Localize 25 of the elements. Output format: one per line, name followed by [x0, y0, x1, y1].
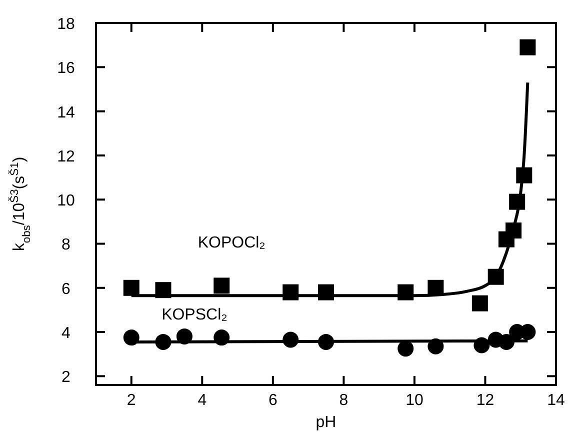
point	[123, 330, 140, 346]
x-tick-label: 6	[268, 392, 278, 409]
x-tick-label: 10	[406, 392, 424, 409]
y-tick-label: 18	[57, 16, 75, 33]
series-label: KOPSCl₂	[162, 306, 228, 324]
point	[214, 278, 230, 294]
y-tick-label: 2	[62, 369, 71, 386]
x-tick-label: 2	[126, 392, 136, 409]
y-tick-label: 8	[62, 236, 71, 254]
series-label: KOPOCl₂	[198, 234, 266, 252]
point	[123, 280, 140, 296]
x-axis-title: pH	[316, 414, 336, 431]
y-tick-label: 10	[57, 192, 75, 210]
x-tick-label: 14	[547, 392, 565, 409]
point	[398, 340, 414, 357]
x-tick-label: 4	[198, 392, 207, 409]
x-tick-label: 12	[476, 392, 494, 409]
y-tick-label: 16	[57, 60, 75, 78]
point	[472, 295, 488, 312]
y-tick-label: 4	[62, 325, 71, 342]
point	[520, 39, 536, 56]
y-tick-label: 6	[62, 280, 71, 298]
y-tick-label: 14	[57, 104, 75, 122]
y-tick-label: 12	[57, 148, 75, 166]
x-tick-label: 8	[339, 392, 348, 409]
